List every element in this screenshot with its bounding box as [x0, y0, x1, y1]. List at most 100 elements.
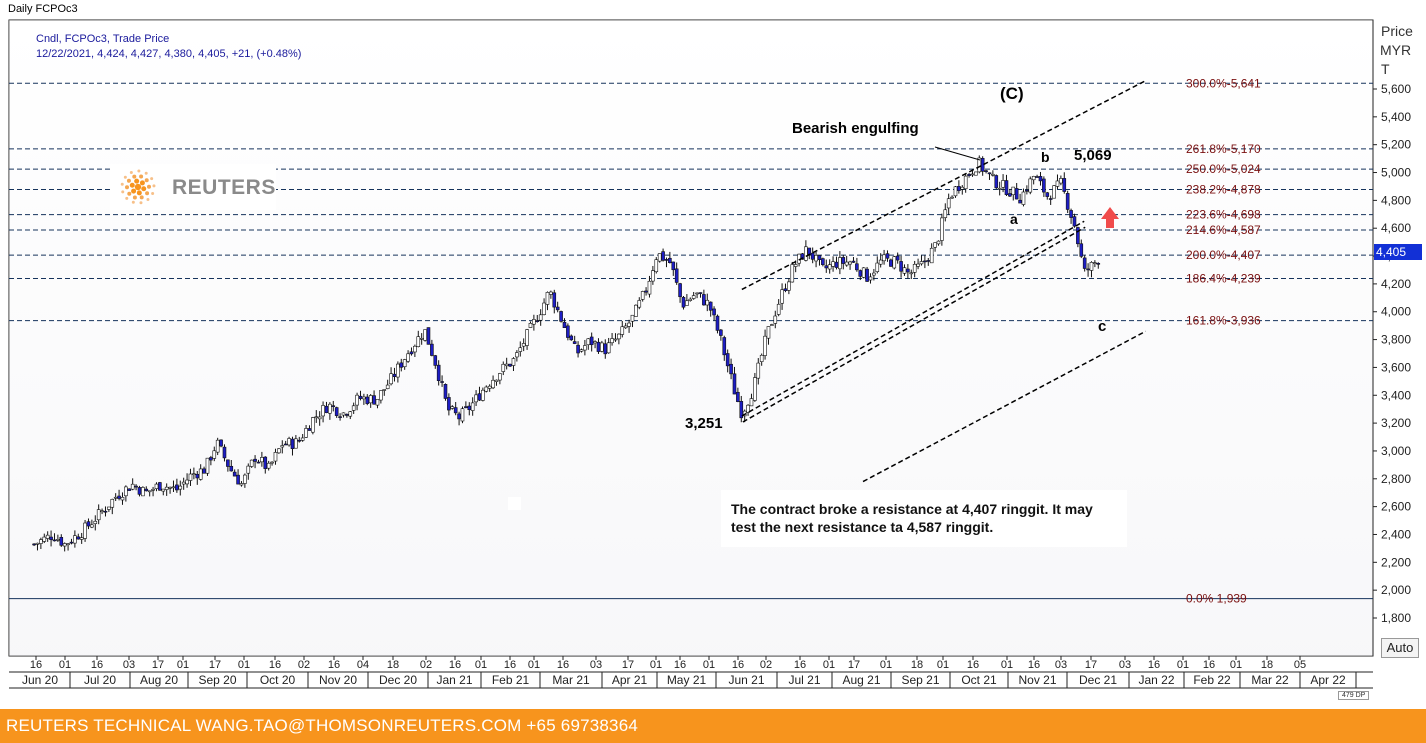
candle-body [521, 343, 526, 347]
candle-body [834, 261, 839, 268]
candle-body [562, 321, 567, 329]
candle-body [338, 416, 342, 418]
candle-body [219, 439, 223, 447]
candle-body [868, 276, 873, 281]
candle-body [147, 490, 152, 493]
candle-body [1055, 180, 1060, 187]
candle-body [685, 300, 689, 306]
logo-dot [125, 196, 129, 200]
fib-level-label: 200.0%-4,407 [1186, 248, 1261, 262]
candle-body [457, 413, 461, 420]
candle-body [300, 437, 305, 441]
candle-body [375, 398, 380, 406]
candle-body [396, 363, 400, 378]
candle-body [321, 405, 325, 417]
candle-body [691, 295, 696, 299]
candle-body [45, 534, 50, 539]
day-tick-label: 17 [848, 659, 860, 671]
candle-body [297, 439, 302, 442]
candle-body [69, 541, 74, 544]
candle-body [185, 479, 189, 485]
legend: Cndl, FCPOc3, Trade Price 12/22/2021, 4,… [36, 32, 301, 62]
month-label: Jan 22 [1138, 673, 1174, 687]
candle-body [1079, 243, 1084, 257]
candle-body [96, 509, 101, 521]
candle-body [882, 254, 886, 262]
candle-body [355, 394, 359, 406]
day-tick-label: 01 [177, 659, 189, 671]
candle-body [528, 323, 533, 328]
candle-body [712, 308, 716, 316]
candle-body [753, 377, 757, 401]
candle-body [1082, 257, 1087, 269]
candle-body [872, 272, 876, 276]
candle-body [436, 364, 441, 381]
candle-body [736, 391, 740, 402]
candle-body [776, 303, 781, 315]
logo-dot [123, 175, 127, 179]
candle-body [385, 384, 390, 389]
candle-body [365, 396, 370, 404]
candle-body [32, 543, 36, 546]
day-tick-label: 02 [760, 659, 772, 671]
candle-body [997, 187, 1002, 190]
month-label: Jul 20 [84, 673, 116, 687]
candle-body [627, 322, 631, 327]
price-tick-label: 3,400 [1381, 388, 1411, 402]
trendline-lower-channel [741, 220, 1085, 417]
candle-body [749, 398, 754, 407]
candle-body [661, 251, 665, 261]
candle-body [205, 457, 210, 474]
candle-body [270, 461, 274, 464]
auto-scale-button[interactable]: Auto [1381, 638, 1419, 658]
candle-body [668, 257, 672, 264]
price-tick-label: 2,200 [1381, 555, 1411, 569]
candle-body [232, 471, 237, 477]
month-label: Aug 20 [140, 673, 178, 687]
logo-dot [132, 195, 137, 200]
candle-body [613, 338, 618, 341]
candle-body [379, 390, 383, 401]
price-tick-label: 2,800 [1381, 472, 1411, 486]
candle-body [759, 354, 764, 362]
candle-body [780, 289, 784, 304]
candle-body [494, 379, 499, 382]
high-price-label: 5,069 [1074, 147, 1112, 164]
trendline-upper-channel [741, 79, 1147, 291]
day-tick-label: 05 [1294, 659, 1306, 671]
candle-body [348, 411, 353, 417]
candle-body [790, 264, 795, 283]
candle-body [800, 253, 805, 260]
candle-body [389, 373, 393, 385]
candle-body [742, 410, 747, 417]
candle-body [824, 265, 829, 269]
candle-body [729, 363, 733, 375]
candle-body [858, 270, 863, 277]
day-tick-label: 16 [967, 659, 979, 671]
candle-body [328, 403, 332, 414]
logo-dot [136, 190, 142, 196]
legend-line-1: Cndl, FCPOc3, Trade Price [36, 33, 170, 45]
month-label: Jun 21 [728, 673, 764, 687]
candle-body [137, 487, 142, 495]
candle-body [671, 261, 676, 271]
candle-body [161, 488, 166, 492]
candle-body [334, 407, 339, 416]
candle-body [994, 175, 999, 189]
wave-a-label: a [1010, 211, 1018, 227]
month-label: Dec 20 [379, 673, 417, 687]
candle-body [926, 260, 931, 262]
candle-body [698, 292, 703, 294]
candle-body [967, 174, 971, 176]
candle-body [555, 306, 560, 311]
candle-body [1042, 178, 1046, 193]
candle-body [419, 337, 424, 340]
fib-level-label: 300.0%-5,641 [1186, 76, 1261, 90]
price-tick-label: 3,000 [1381, 444, 1411, 458]
candle-body [226, 459, 230, 467]
candle-body [304, 428, 308, 438]
candle-body [807, 247, 812, 255]
candle-body [821, 258, 825, 266]
day-tick-label: 16 [30, 659, 42, 671]
candle-body [637, 300, 642, 308]
